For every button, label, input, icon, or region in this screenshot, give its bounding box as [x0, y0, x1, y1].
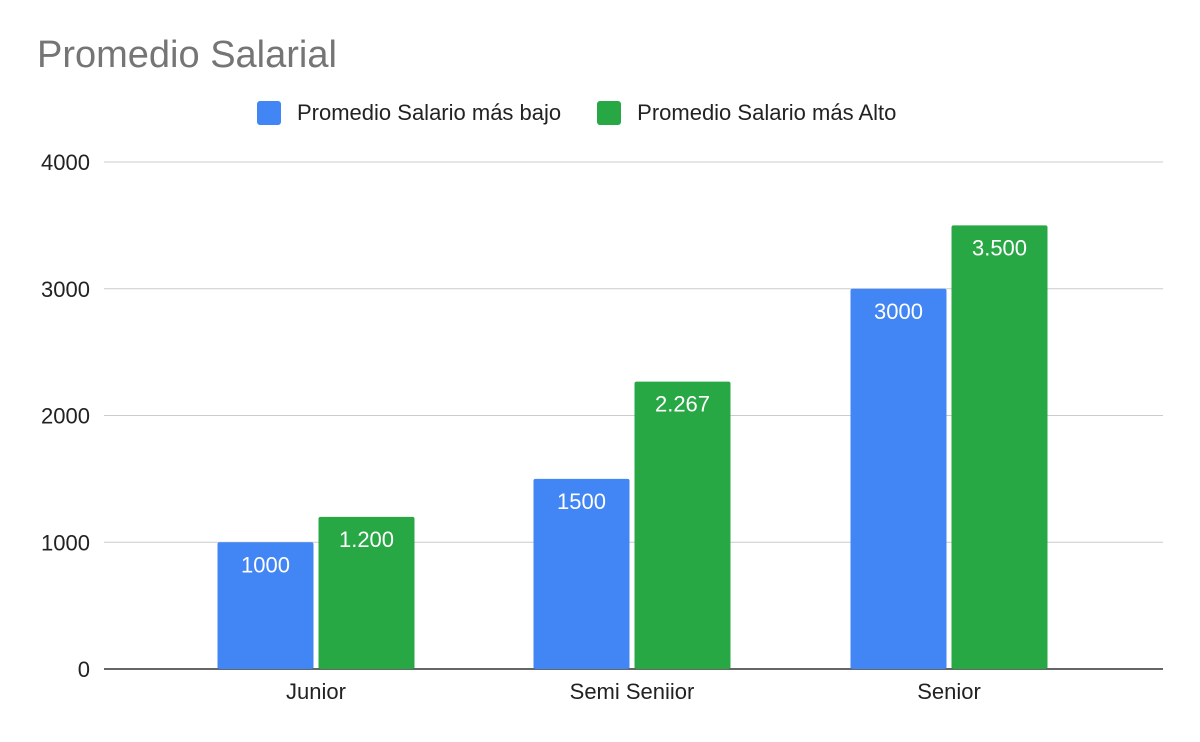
- x-tick-label: Junior: [286, 679, 346, 704]
- y-tick-label: 3000: [41, 277, 90, 302]
- legend-label-series-2: Promedio Salario más Alto: [637, 100, 897, 125]
- bar-data-label: 1.200: [339, 527, 394, 552]
- bars-layer: [217, 225, 1048, 669]
- legend-swatch-series-1: [257, 101, 281, 125]
- bar-data-label: 1000: [241, 552, 290, 577]
- y-tick-label: 1000: [41, 530, 90, 555]
- bar: [217, 542, 314, 669]
- chart-title: Promedio Salarial: [37, 34, 337, 76]
- bar: [951, 225, 1048, 669]
- bar: [533, 478, 630, 669]
- y-tick-label: 4000: [41, 150, 90, 175]
- chart-legend: Promedio Salario más bajo Promedio Salar…: [257, 99, 932, 127]
- bar: [850, 288, 947, 669]
- bar-data-label: 3.500: [972, 235, 1027, 260]
- y-tick-label: 2000: [41, 404, 90, 429]
- labels-layer: 1000 1.200 Junior 1500 2.267 Semi Seniior 3000…: [241, 235, 1027, 704]
- bar: [318, 516, 415, 669]
- y-tick-label: 0: [78, 657, 90, 682]
- legend-item-series-2[interactable]: Promedio Salario más Alto: [597, 100, 896, 126]
- legend-item-series-1[interactable]: Promedio Salario más bajo: [257, 100, 561, 126]
- legend-swatch-series-2: [597, 101, 622, 125]
- legend-label-series-1: Promedio Salario más bajo: [297, 100, 562, 125]
- bar: [634, 381, 731, 669]
- bar-data-label: 2.267: [655, 392, 710, 417]
- x-tick-label: Semi Seniior: [570, 679, 695, 704]
- bar-data-label: 3000: [874, 299, 923, 324]
- bar-data-label: 1500: [557, 489, 606, 514]
- grid-layer: 0 1000 2000 3000 4000: [41, 150, 1163, 682]
- x-tick-label: Senior: [917, 679, 981, 704]
